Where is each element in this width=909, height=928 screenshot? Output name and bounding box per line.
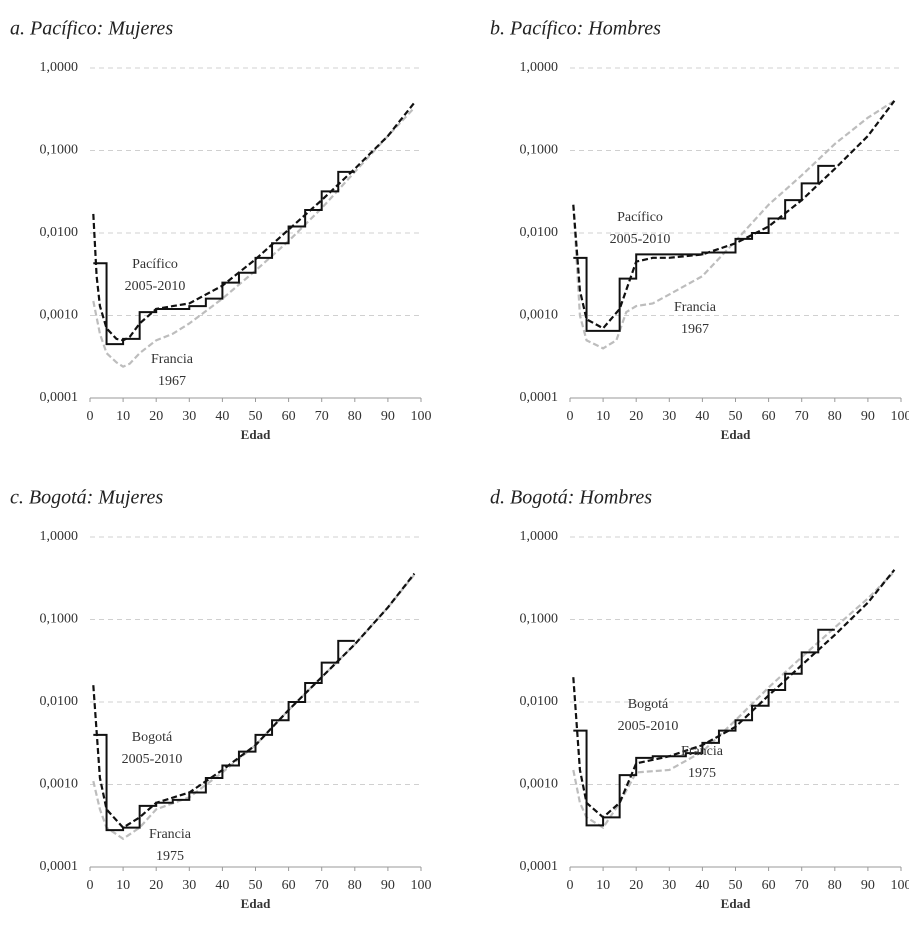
x-tick-label: 80 bbox=[348, 409, 362, 424]
x-tick-label: 100 bbox=[891, 878, 909, 893]
y-tick-label: 0,0010 bbox=[520, 777, 559, 792]
x-tick-label: 50 bbox=[249, 878, 263, 893]
x-tick-label: 20 bbox=[149, 878, 163, 893]
x-tick-label: 20 bbox=[629, 878, 643, 893]
x-tick-label: 10 bbox=[116, 409, 130, 424]
annotation: Bogotá bbox=[628, 697, 669, 712]
y-tick-label: 0,0010 bbox=[40, 777, 79, 792]
x-tick-label: 60 bbox=[762, 409, 776, 424]
series-line bbox=[573, 570, 894, 818]
x-tick-label: 30 bbox=[182, 878, 196, 893]
x-tick-label: 80 bbox=[348, 878, 362, 893]
x-tick-label: 0 bbox=[567, 409, 574, 424]
x-tick-label: 60 bbox=[282, 409, 296, 424]
x-tick-label: 40 bbox=[215, 409, 229, 424]
x-tick-label: 30 bbox=[662, 409, 676, 424]
x-tick-label: 90 bbox=[861, 878, 875, 893]
x-tick-label: 90 bbox=[861, 409, 875, 424]
x-tick-label: 20 bbox=[149, 409, 163, 424]
x-tick-label: 70 bbox=[795, 878, 809, 893]
y-tick-label: 0,1000 bbox=[40, 612, 79, 627]
x-axis-label: Edad bbox=[241, 427, 271, 442]
x-tick-label: 10 bbox=[116, 878, 130, 893]
x-tick-label: 0 bbox=[87, 409, 94, 424]
annotation: Pacífico bbox=[617, 210, 663, 225]
panel-title: b. Pacífico: Hombres bbox=[490, 18, 661, 40]
panel-title: d. Bogotá: Hombres bbox=[490, 487, 652, 509]
y-tick-label: 0,0001 bbox=[520, 390, 559, 405]
annotation: Francia bbox=[674, 300, 717, 315]
x-tick-label: 90 bbox=[381, 878, 395, 893]
y-tick-label: 0,0010 bbox=[40, 308, 79, 323]
x-tick-label: 40 bbox=[215, 878, 229, 893]
x-tick-label: 100 bbox=[411, 878, 432, 893]
x-tick-label: 70 bbox=[795, 409, 809, 424]
y-tick-label: 0,1000 bbox=[520, 612, 559, 627]
annotation: 2005-2010 bbox=[125, 279, 186, 294]
series-line bbox=[573, 630, 834, 826]
y-tick-label: 0,1000 bbox=[40, 143, 79, 158]
series-line bbox=[93, 574, 414, 828]
x-tick-label: 100 bbox=[891, 409, 909, 424]
y-tick-label: 0,0100 bbox=[40, 225, 79, 240]
y-tick-label: 0,0010 bbox=[520, 308, 559, 323]
x-tick-label: 30 bbox=[662, 878, 676, 893]
x-tick-label: 10 bbox=[596, 409, 610, 424]
annotation: 1967 bbox=[158, 374, 186, 389]
x-tick-label: 40 bbox=[695, 409, 709, 424]
annotation: Pacífico bbox=[132, 257, 178, 272]
x-tick-label: 10 bbox=[596, 878, 610, 893]
y-tick-label: 0,0001 bbox=[40, 390, 79, 405]
panel-title: a. Pacífico: Mujeres bbox=[10, 18, 173, 40]
series-line bbox=[93, 103, 414, 341]
y-tick-label: 1,0000 bbox=[40, 60, 79, 75]
series-line bbox=[93, 108, 414, 367]
x-tick-label: 60 bbox=[282, 878, 296, 893]
x-tick-label: 100 bbox=[411, 409, 432, 424]
x-tick-label: 50 bbox=[729, 878, 743, 893]
x-tick-label: 80 bbox=[828, 878, 842, 893]
y-tick-label: 0,0100 bbox=[520, 694, 559, 709]
x-tick-label: 50 bbox=[249, 409, 263, 424]
x-tick-label: 70 bbox=[315, 878, 329, 893]
panel-title: c. Bogotá: Mujeres bbox=[10, 487, 163, 509]
x-axis-label: Edad bbox=[721, 896, 751, 911]
annotation: 1967 bbox=[681, 322, 709, 337]
series-line bbox=[573, 572, 894, 828]
y-tick-label: 1,0000 bbox=[40, 529, 79, 544]
annotation: 2005-2010 bbox=[122, 752, 183, 767]
x-tick-label: 20 bbox=[629, 409, 643, 424]
x-tick-label: 50 bbox=[729, 409, 743, 424]
annotation: 2005-2010 bbox=[610, 232, 671, 247]
x-tick-label: 30 bbox=[182, 409, 196, 424]
y-tick-label: 0,1000 bbox=[520, 143, 559, 158]
y-tick-label: 0,0001 bbox=[520, 859, 559, 874]
y-tick-label: 0,0001 bbox=[40, 859, 79, 874]
x-tick-label: 40 bbox=[695, 878, 709, 893]
x-tick-label: 60 bbox=[762, 878, 776, 893]
annotation: Francia bbox=[151, 352, 194, 367]
x-axis-label: Edad bbox=[241, 896, 271, 911]
annotation: 1975 bbox=[688, 766, 716, 781]
annotation: Francia bbox=[681, 744, 724, 759]
y-tick-label: 1,0000 bbox=[520, 529, 559, 544]
series-line bbox=[93, 575, 414, 839]
x-axis-label: Edad bbox=[721, 427, 751, 442]
x-tick-label: 90 bbox=[381, 409, 395, 424]
x-tick-label: 0 bbox=[87, 878, 94, 893]
y-tick-label: 1,0000 bbox=[520, 60, 559, 75]
x-tick-label: 80 bbox=[828, 409, 842, 424]
x-tick-label: 0 bbox=[567, 878, 574, 893]
y-tick-label: 0,0100 bbox=[520, 225, 559, 240]
annotation: Bogotá bbox=[132, 730, 173, 745]
x-tick-label: 70 bbox=[315, 409, 329, 424]
annotation: 2005-2010 bbox=[618, 719, 679, 734]
annotation: 1975 bbox=[156, 849, 184, 864]
y-tick-label: 0,0100 bbox=[40, 694, 79, 709]
annotation: Francia bbox=[149, 827, 192, 842]
